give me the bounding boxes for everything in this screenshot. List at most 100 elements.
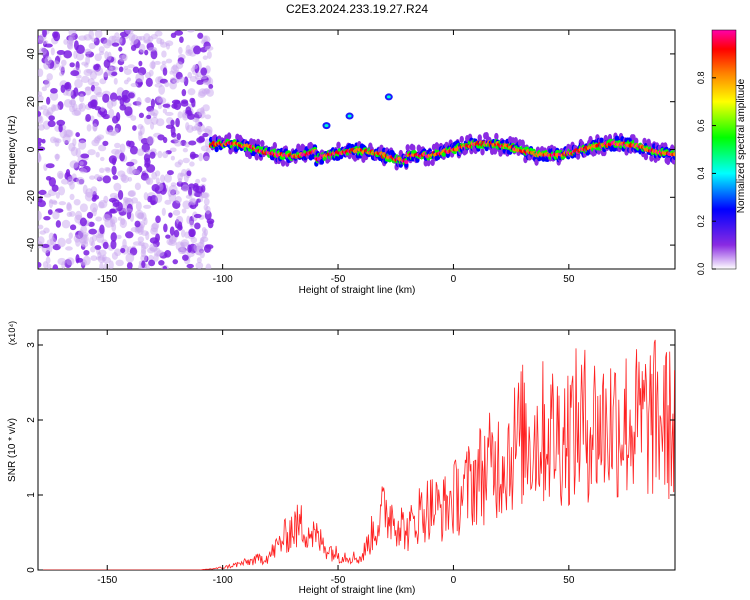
spectrogram-noise-cell: [102, 140, 109, 147]
spectrogram-noise-cell: [119, 152, 125, 162]
spectrogram-noise-cell: [201, 88, 211, 95]
spectrogram-noise-cell: [186, 215, 191, 224]
spectrogram-noise-cell: [66, 39, 73, 49]
spectrogram-noise-cell: [181, 208, 187, 214]
spectrogram-noise-cell: [113, 77, 118, 85]
spectrogram-noise-cell: [149, 121, 155, 130]
spectrogram-noise-cell: [202, 80, 211, 86]
x-tick-label: -50: [331, 274, 346, 285]
spectrogram-noise-cell: [185, 49, 193, 56]
spectrogram-noise-cell: [150, 49, 158, 60]
spectrogram-noise-cell: [66, 202, 72, 210]
spectrogram-x-label: Height of straight line (km): [299, 285, 416, 296]
spectrogram-noise-cell: [125, 231, 134, 239]
spectrogram-noise-cell: [38, 142, 42, 147]
spectrogram-noise-cell: [135, 72, 145, 83]
spectrogram-noise-cell: [201, 227, 207, 233]
spectrogram-noise-cell: [134, 182, 141, 191]
colorbar-tick-label: 0.4: [696, 167, 706, 180]
spectrogram-noise-cell: [189, 75, 198, 82]
spectrogram-noise-cell: [186, 263, 194, 269]
spectrogram-noise-cell: [151, 171, 158, 180]
spectrogram-noise-cell: [158, 260, 165, 266]
spectrogram-noise-cell: [63, 39, 68, 45]
spectrogram-noise-cell: [137, 236, 145, 243]
spectrogram-noise-cell: [38, 110, 42, 117]
spectrogram-noise-cell: [143, 39, 152, 44]
spectrogram-noise-cell: [138, 112, 144, 118]
spectrogram-noise-cell: [149, 61, 156, 69]
spectrogram-noise-cell: [203, 204, 208, 211]
spectrogram-noise-cell: [196, 257, 202, 264]
spectrogram-noise-cell: [162, 67, 168, 76]
x-tick-label: -150: [97, 575, 117, 586]
spectrogram-noise-cell: [144, 72, 152, 79]
spectrogram-noise-cell: [182, 157, 190, 164]
spectrogram-noise-cell: [95, 216, 103, 222]
spectrogram-noise-cell: [38, 210, 42, 221]
y-tick-label: 40: [26, 48, 37, 60]
spectrogram-noise-cell: [150, 200, 156, 206]
spectrogram-noise-cell: [65, 246, 73, 251]
spectrogram-noise-cell: [194, 222, 201, 230]
spectrogram-noise-cell: [75, 147, 81, 158]
spectrogram-noise-cell: [169, 226, 175, 236]
spectrogram-noise-cell: [144, 263, 150, 269]
spectrogram-noise-cell: [49, 91, 59, 101]
spectrogram-band-cell: [214, 146, 219, 153]
spectrogram-noise-cell: [172, 259, 179, 265]
spectrogram-noise-cell: [185, 106, 192, 115]
spectrogram-noise-cell: [127, 92, 135, 99]
spectrogram-noise-cell: [198, 152, 204, 162]
spectrogram-noise-cell: [71, 109, 81, 116]
spectrogram-noise-cell: [114, 127, 119, 135]
spectrogram-noise-cell: [182, 200, 191, 210]
spectrogram-noise-cell: [118, 54, 127, 62]
spectrogram-noise-cell: [190, 237, 198, 244]
spectrogram-noise-cell: [123, 68, 132, 75]
spectrogram-noise-cell: [140, 254, 148, 262]
spectrogram-noise-cell: [155, 233, 160, 242]
spectrogram-noise-cell: [165, 124, 174, 129]
spectrogram-noise-cell: [200, 145, 210, 152]
spectrogram-noise-cell: [116, 95, 122, 101]
spectrogram-noise-cell: [189, 97, 195, 104]
spectrogram-noise-cell: [134, 220, 141, 228]
spectrogram-noise-cell: [195, 178, 201, 184]
spectrogram-noise-cell: [89, 71, 97, 80]
spectrogram-noise-cell: [69, 193, 75, 201]
spectrogram-band-cell: [480, 148, 485, 156]
spectrogram-noise-cell: [94, 135, 102, 142]
spectrogram-noise-cell: [112, 175, 119, 180]
spectrogram-noise-cell: [188, 140, 197, 146]
spectrogram-noise-cell: [56, 119, 66, 127]
spectrogram-noise-cell: [48, 177, 56, 187]
spectrogram-noise-cell: [126, 261, 133, 269]
colorbar: 0.0 0.2 0.4 0.6 0.8 Normalized spectral ampl…: [696, 29, 747, 275]
spectrogram-noise-cell: [121, 174, 129, 184]
spectrogram-noise-cell: [85, 113, 91, 122]
spectrogram-noise-cell: [138, 43, 146, 53]
spectrogram-noise-cell: [52, 264, 59, 269]
spectrogram-noise-cell: [38, 262, 42, 268]
spectrogram-noise-cell: [182, 254, 189, 261]
spectrogram-noise-cell: [44, 56, 52, 65]
spectrogram-noise-cell: [157, 104, 163, 110]
spectrogram-noise-cell: [197, 32, 204, 39]
spectrogram-noise-cell: [75, 254, 80, 264]
spectrogram-noise-cell: [111, 98, 117, 107]
spectrogram-noise-cell: [189, 229, 195, 238]
spectrogram-noise-cell: [201, 192, 210, 199]
spectrogram-noise-cell: [103, 59, 111, 68]
spectrogram-noise-cell: [68, 142, 76, 152]
spectrogram-noise-cell: [41, 138, 46, 144]
spectrogram-noise-cell: [185, 194, 193, 199]
spectrogram-panel: -150 -100 -50 0 50 -40 -20 0 20 40 Height of str…: [7, 29, 676, 296]
spectrogram-noise-cell: [188, 186, 193, 197]
spectrogram-noise-cell: [170, 155, 175, 161]
spectrogram-noise-cell: [103, 262, 109, 269]
y-tick-label: 1: [26, 492, 37, 498]
spectrogram-noise-cell: [132, 125, 137, 131]
spectrogram-noise-cell: [92, 123, 98, 132]
spectrogram-noise-cell: [130, 227, 139, 233]
